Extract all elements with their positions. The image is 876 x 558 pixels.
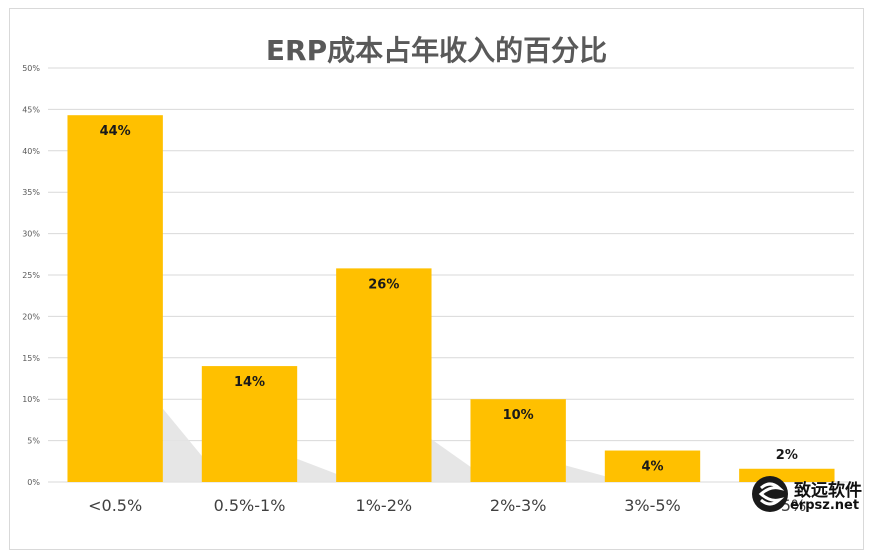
bar — [336, 268, 432, 482]
bar — [67, 115, 163, 483]
y-tick-label: 20% — [22, 312, 40, 321]
data-label: 10% — [503, 408, 534, 423]
y-tick-label: 0% — [27, 478, 40, 487]
watermark-url: erpsz.net — [790, 498, 860, 513]
y-tick-label: 40% — [22, 147, 40, 156]
data-label: 44% — [100, 124, 131, 139]
data-label: 2% — [776, 448, 798, 463]
bar-shadow — [565, 465, 627, 482]
bar-chart: 0% 5% 10% 15% 20% 25% 30% 35% 40% 45% 50% 44% <0.5% 1… — [22, 64, 854, 515]
x-tick-label: <0.5% — [88, 496, 142, 515]
x-tick-label: 3%-5% — [624, 496, 681, 515]
x-tick-label: 0.5%-1% — [214, 496, 286, 515]
y-tick-label: 50% — [22, 64, 40, 73]
bar — [470, 399, 566, 482]
chart-frame: ERP成本占年收入的百分比 0% 5% 10% 15% 20% 25% 30% 35% 40% 4… — [9, 8, 864, 550]
watermark-name: 致远软件 — [794, 481, 862, 501]
data-label: 14% — [234, 375, 265, 390]
bar-shadow — [162, 408, 224, 482]
bar — [604, 450, 701, 482]
x-tick-label: 2%-3% — [490, 496, 547, 515]
bar — [201, 366, 298, 482]
y-tick-label: 5% — [27, 437, 40, 446]
logo-icon — [752, 476, 788, 512]
y-tick-label: 15% — [22, 354, 40, 363]
data-label: 4% — [641, 460, 663, 475]
y-tick-label: 45% — [22, 105, 40, 114]
bar-shadow — [431, 439, 492, 482]
y-tick-label: 30% — [22, 230, 40, 239]
data-label: 26% — [368, 277, 399, 292]
x-tick-label: 1%-2% — [356, 496, 413, 515]
y-tick-label: 10% — [22, 395, 40, 404]
y-tick-label: 25% — [22, 271, 40, 280]
y-tick-label: 35% — [22, 188, 40, 197]
watermark-logo: 致远软件 erpsz.net — [752, 470, 864, 520]
chart-title: ERP成本占年收入的百分比 — [265, 34, 608, 67]
